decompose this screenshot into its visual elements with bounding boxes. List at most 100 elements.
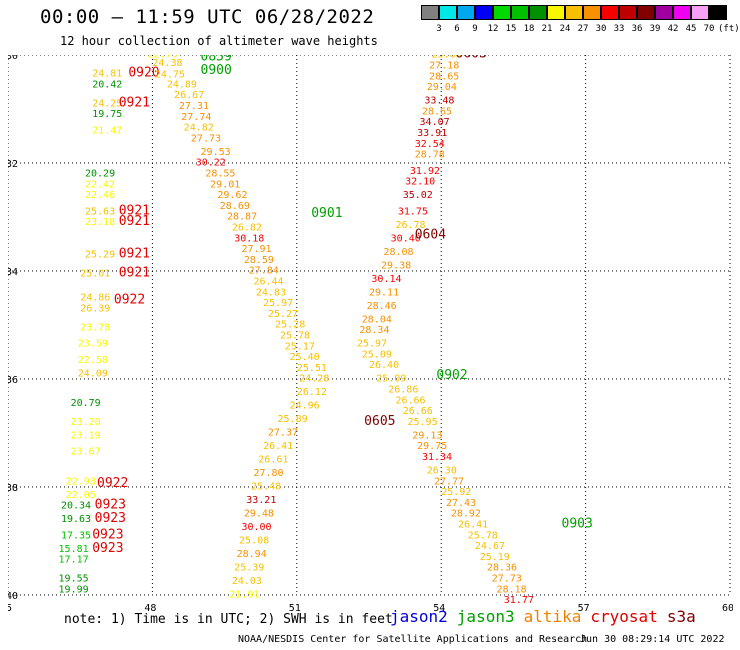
wave-height-point: 29.11 [369, 287, 399, 298]
legend-swatch [475, 5, 493, 20]
wave-height-point: 28.65 [429, 71, 459, 82]
time-label: 0604 [415, 228, 446, 243]
wave-height-point: 30.14 [371, 274, 401, 285]
wave-height-point: 31.75 [398, 206, 428, 217]
legend-label: 9 [472, 24, 478, 34]
time-label: 0921 [119, 95, 150, 110]
wave-height-point: 30.00 [241, 522, 271, 533]
wave-height-point: 25.48 [251, 482, 281, 493]
y-tick-label: -30 [8, 55, 18, 62]
wave-height-point: 22.05 [66, 490, 96, 501]
time-label: 0605 [364, 414, 395, 429]
wave-height-point: 26.66 [403, 406, 433, 417]
wave-height-point: 28.65 [422, 106, 452, 117]
legend-swatch [511, 5, 529, 20]
wave-height-point: 25.88 [432, 55, 462, 61]
legend-swatch [493, 5, 511, 20]
x-tick-label: 57 [578, 603, 590, 614]
wave-height-point: 22.42 [85, 179, 115, 190]
legend-swatch [709, 5, 727, 20]
wave-height-point: 24.25 [92, 98, 122, 109]
wave-height-point: 28.04 [362, 314, 392, 325]
legend-label: 36 [631, 24, 643, 34]
wave-height-point: 27.37 [268, 428, 298, 439]
wave-height-point: 29.04 [427, 82, 457, 93]
wave-height-point: 28.59 [244, 255, 274, 266]
time-label: 0901 [311, 206, 342, 221]
time-label: 0922 [97, 476, 128, 491]
time-label: 0921 [119, 214, 150, 229]
credit-line: NOAA/NESDIS Center for Satellite Applica… [238, 634, 588, 645]
x-tick-label: 51 [289, 603, 301, 614]
wave-height-point: 22.46 [85, 190, 115, 201]
wave-height-point: 23.67 [71, 447, 101, 458]
legend-swatch [601, 5, 619, 20]
satellite-key: jason2 jason3 altika cryosat s3a [390, 607, 705, 626]
time-label: 0923 [95, 511, 126, 526]
wave-height-point: 15.81 [59, 544, 89, 555]
wave-height-point: 25.97 [263, 298, 293, 309]
wave-height-point: 22.93 [66, 476, 96, 487]
legend-label: 21 [541, 24, 553, 34]
wave-height-point: 27.91 [241, 244, 271, 255]
wave-height-point: 24.67 [475, 541, 505, 552]
wave-height-point: 29.75 [417, 441, 447, 452]
time-label: 0921 [119, 265, 150, 280]
legend-label: 30 [595, 24, 607, 34]
wave-height-point: 26.86 [388, 385, 418, 396]
y-tick-label: -40 [8, 591, 18, 602]
wave-height-point: 29.53 [201, 147, 231, 158]
legend-label: 42 [667, 24, 679, 34]
wave-height-point: 33.91 [417, 128, 447, 139]
wave-height-point: 28.92 [451, 509, 481, 520]
page-subtitle: 12 hour collection of altimeter wave hei… [60, 34, 378, 48]
wave-height-point: 17.35 [61, 530, 91, 541]
wave-height-point: 26.30 [427, 466, 457, 477]
wave-height-point: 25.40 [290, 352, 320, 363]
wave-height-point: 19.63 [61, 514, 91, 525]
wave-height-point: 24.82 [184, 123, 214, 134]
wave-height-point: 29.38 [381, 260, 411, 271]
wave-height-point: 21.91 [229, 590, 259, 601]
wave-height-point: 20.29 [85, 169, 115, 180]
satellite-key-jason3: jason3 [456, 607, 515, 626]
generation-timestamp: Jun 30 08:29:14 UTC 2022 [580, 634, 725, 645]
wave-height-point: 24.83 [256, 287, 286, 298]
time-label: 0923 [92, 527, 123, 542]
legend-label: 39 [649, 24, 661, 34]
wave-height-point: 26.82 [232, 223, 262, 234]
wave-height-point: 25.51 [297, 363, 327, 374]
wave-height-point: 27.31 [179, 101, 209, 112]
wave-height-point: 31.34 [422, 452, 452, 463]
legend-swatch [421, 5, 439, 20]
y-tick-label: -36 [8, 375, 18, 386]
wave-height-point: 29.13 [412, 430, 442, 441]
wave-height-point: 21.47 [92, 125, 122, 136]
wave-height-point: 26.67 [174, 90, 204, 101]
page-title: 00:00 – 11:59 UTC 06/28/2022 [40, 6, 375, 28]
wave-height-point: 25.29 [85, 250, 115, 261]
wave-height-point: 28.87 [227, 212, 257, 223]
wave-height-point: 26.39 [80, 304, 110, 315]
wave-height-point: 25.28 [275, 320, 305, 331]
wave-height-point: 25.09 [376, 374, 406, 385]
wave-height-point: 26.40 [369, 360, 399, 371]
wave-height-point: 30.22 [196, 158, 226, 169]
wave-height-point: 25.97 [357, 339, 387, 350]
wave-height-point: 27.77 [434, 476, 464, 487]
wave-height-point: 28.46 [367, 301, 397, 312]
wave-height-point: 29.62 [217, 190, 247, 201]
wave-height-point: 23.59 [78, 339, 108, 350]
wave-height-point: 34.07 [420, 117, 450, 128]
x-tick-label: 60 [722, 603, 733, 614]
wave-height-point: 29.01 [210, 179, 240, 190]
legend-swatch [439, 5, 457, 20]
wave-height-point: 26.61 [258, 455, 288, 466]
wave-height-point: 31.77 [504, 595, 534, 606]
wave-height-point: 32.10 [405, 177, 435, 188]
wave-height-point: 28.18 [497, 584, 527, 595]
legend-label: 18 [523, 24, 535, 34]
wave-height-point: 24.81 [92, 69, 122, 80]
wave-height-point: 33.48 [424, 96, 454, 107]
wave-height-point: 20.42 [92, 79, 122, 90]
